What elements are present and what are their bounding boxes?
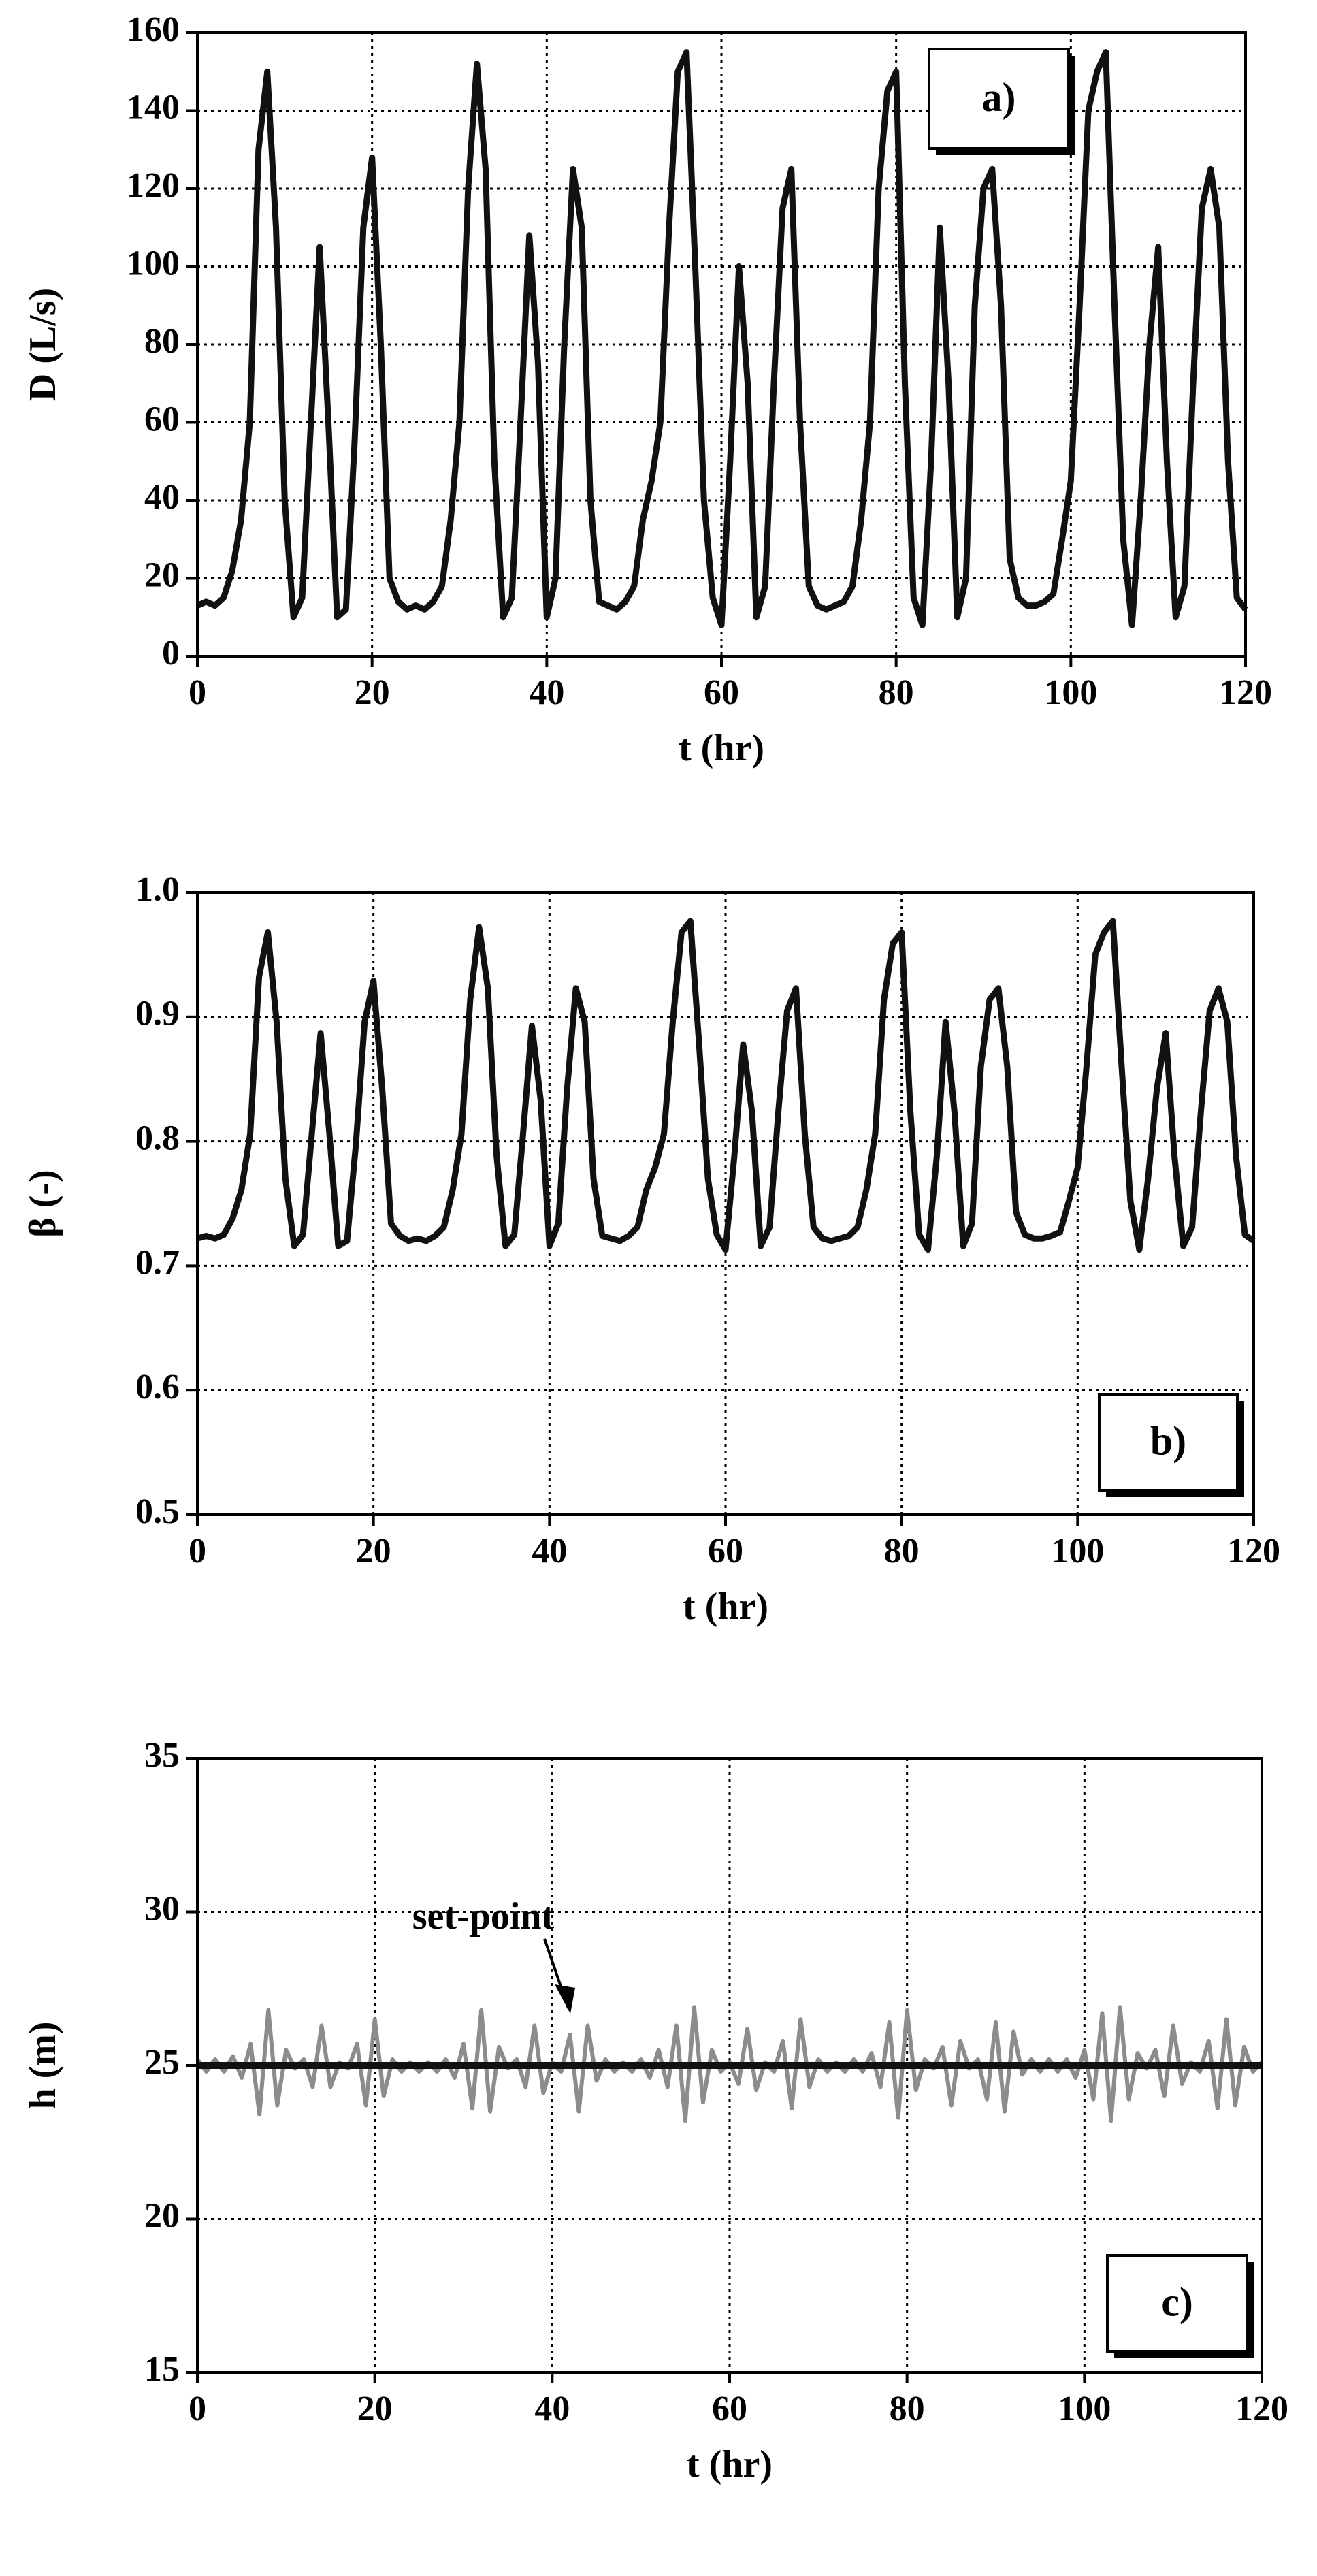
y-tick-label: 20: [144, 556, 180, 594]
y-tick-label: 160: [127, 10, 180, 49]
x-tick-label: 80: [879, 673, 914, 712]
x-tick-label: 80: [884, 1532, 920, 1571]
y-tick-label: 0.7: [135, 1243, 180, 1282]
y-tick-label: 80: [144, 322, 180, 361]
y-tick-label: 1.0: [135, 870, 180, 909]
y-tick-label: 140: [127, 88, 180, 127]
x-tick-label: 120: [1219, 673, 1272, 712]
chart-panel: 0 20 40 60 80 100 120 140 160 0 20 40 60 80 100 120 t (h…: [22, 10, 1272, 769]
chart-panel: 15 20 25 30 35 0 20 40 60 80 100 120 t (hr) h (m) c) se…: [22, 1736, 1288, 2485]
y-tick-label: 35: [144, 1736, 180, 1775]
x-tick-label: 20: [355, 673, 390, 712]
x-tick-label: 80: [890, 2389, 925, 2428]
y-tick-label: 30: [144, 1889, 180, 1928]
x-axis-label: t (hr): [683, 1585, 768, 1628]
x-tick-label: 120: [1227, 1532, 1280, 1571]
panel-label-box: [928, 48, 1070, 150]
y-tick-label: 60: [144, 400, 180, 438]
x-tick-label: 40: [532, 1532, 567, 1571]
x-tick-label: 100: [1044, 673, 1097, 712]
y-tick-label: 15: [144, 2350, 180, 2389]
x-tick-label: 60: [704, 673, 739, 712]
data-line: [196, 49, 1248, 628]
y-tick-label: 40: [144, 478, 180, 517]
y-tick-label: 0.6: [135, 1368, 180, 1406]
panel-label-box: [1098, 1393, 1239, 1492]
annotation-arrowhead: [555, 1984, 575, 2014]
x-tick-label: 20: [356, 1532, 391, 1571]
y-tick-label: 0.5: [135, 1492, 180, 1531]
panel-label: b): [1150, 1418, 1186, 1463]
plot-frame: [196, 31, 1247, 658]
y-axis-label: h (m): [22, 2021, 64, 2109]
x-tick-label: 40: [529, 673, 564, 712]
panel-label: c): [1161, 2279, 1193, 2324]
x-tick-label: 60: [712, 2389, 747, 2428]
x-tick-label: 0: [189, 673, 206, 712]
x-tick-label: 100: [1051, 1532, 1104, 1571]
panel-label-box: [1106, 2254, 1248, 2353]
y-tick-label: 0.8: [135, 1119, 180, 1158]
panel-label: a): [982, 75, 1016, 120]
x-tick-label: 60: [708, 1532, 743, 1571]
y-tick-label: 100: [127, 244, 180, 283]
x-tick-label: 100: [1058, 2389, 1111, 2428]
x-tick-label: 0: [189, 2389, 206, 2428]
x-tick-label: 120: [1235, 2389, 1288, 2428]
plot-frame: [196, 1757, 1263, 2374]
x-tick-label: 0: [189, 1532, 206, 1571]
chart-panel: 0.5 0.6 0.7 0.8 0.9 1.0 0 20 40 60 80 100 120 t (hr) β…: [22, 870, 1280, 1628]
x-tick-label: 20: [357, 2389, 393, 2428]
y-tick-label: 0: [162, 634, 180, 673]
annotation: set-point: [412, 1895, 555, 1937]
y-axis-label: D (L/s): [22, 288, 64, 401]
data-line: [196, 918, 1256, 1253]
y-axis-label: β (-): [22, 1170, 64, 1237]
y-tick-label: 25: [144, 2043, 180, 2082]
y-tick-label: 20: [144, 2196, 180, 2235]
x-axis-label: t (hr): [679, 727, 764, 769]
x-axis-label: t (hr): [687, 2443, 773, 2485]
x-tick-label: 40: [534, 2389, 570, 2428]
y-tick-label: 120: [127, 166, 180, 205]
y-tick-label: 0.9: [135, 995, 180, 1033]
plot-frame: [196, 891, 1255, 1516]
